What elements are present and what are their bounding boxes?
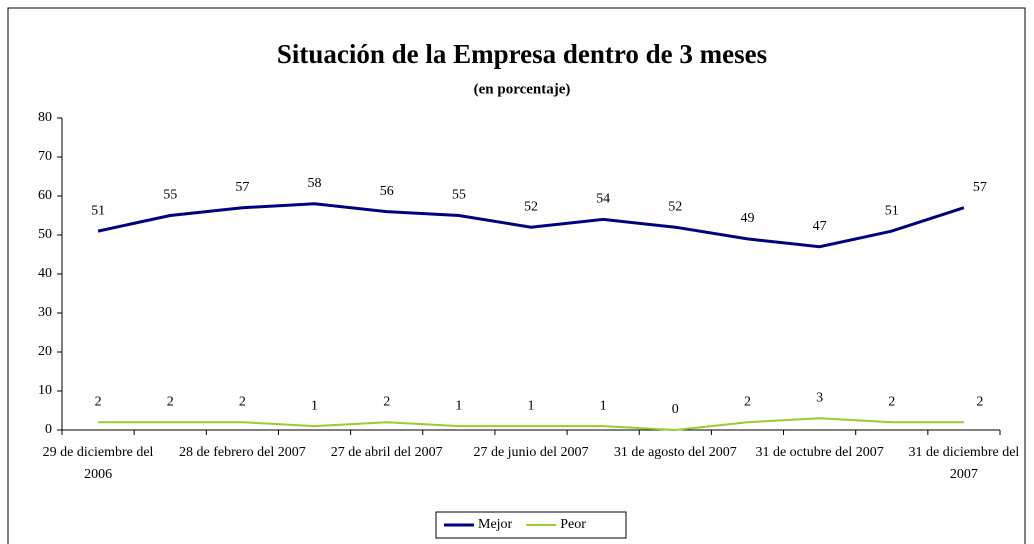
data-label: 57 xyxy=(973,180,987,195)
data-label: 47 xyxy=(813,219,827,234)
data-label: 58 xyxy=(308,176,322,191)
legend-label: Mejor xyxy=(478,517,513,532)
data-label: 54 xyxy=(596,192,610,207)
x-tick-label: 31 de octubre del 2007 xyxy=(755,445,884,460)
x-tick-label: 31 de agosto del 2007 xyxy=(613,445,737,460)
legend-label: Peor xyxy=(560,517,586,532)
data-label: 52 xyxy=(524,199,538,214)
data-label: 51 xyxy=(885,203,899,218)
data-label: 2 xyxy=(95,394,102,409)
data-label: 1 xyxy=(600,398,607,413)
y-tick-label: 0 xyxy=(45,422,52,437)
y-tick-label: 60 xyxy=(38,188,52,203)
y-tick-label: 80 xyxy=(38,110,52,125)
data-label: 55 xyxy=(163,188,177,203)
data-label: 2 xyxy=(167,394,174,409)
data-label: 1 xyxy=(528,398,535,413)
y-tick-label: 70 xyxy=(38,149,52,164)
chart-title: Situación de la Empresa dentro de 3 mese… xyxy=(277,39,767,69)
series-line xyxy=(98,417,964,432)
data-label: 49 xyxy=(740,211,754,226)
x-tick-label: 31 de diciembre del 2007 xyxy=(908,445,1020,482)
data-label: 3 xyxy=(816,391,823,406)
data-label: 2 xyxy=(383,394,390,409)
data-label: 1 xyxy=(455,398,462,413)
chart-subtitle: (en porcentaje) xyxy=(474,81,571,97)
y-tick-label: 40 xyxy=(38,266,52,281)
y-tick-label: 10 xyxy=(38,383,52,398)
data-label: 57 xyxy=(235,180,249,195)
chart-frame xyxy=(7,7,1026,544)
data-label: 2 xyxy=(744,394,751,409)
x-tick-label: 28 de febrero del 2007 xyxy=(179,445,306,460)
data-label: 2 xyxy=(888,394,895,409)
data-label: 56 xyxy=(380,184,394,199)
data-label: 1 xyxy=(311,398,318,413)
y-tick-label: 20 xyxy=(38,344,52,359)
data-label: 55 xyxy=(452,188,466,203)
data-label: 2 xyxy=(976,394,983,409)
data-label: 51 xyxy=(91,203,105,218)
x-tick-label: 29 de diciembre del 2006 xyxy=(42,445,154,482)
x-tick-label: 27 de junio del 2007 xyxy=(473,445,589,460)
series-line xyxy=(97,202,965,249)
y-tick-label: 50 xyxy=(38,227,52,242)
y-tick-label: 30 xyxy=(38,305,52,320)
data-label: 0 xyxy=(672,402,679,417)
data-label: 52 xyxy=(668,199,682,214)
data-label: 2 xyxy=(239,394,246,409)
x-tick-label: 27 de abril del 2007 xyxy=(330,445,443,460)
